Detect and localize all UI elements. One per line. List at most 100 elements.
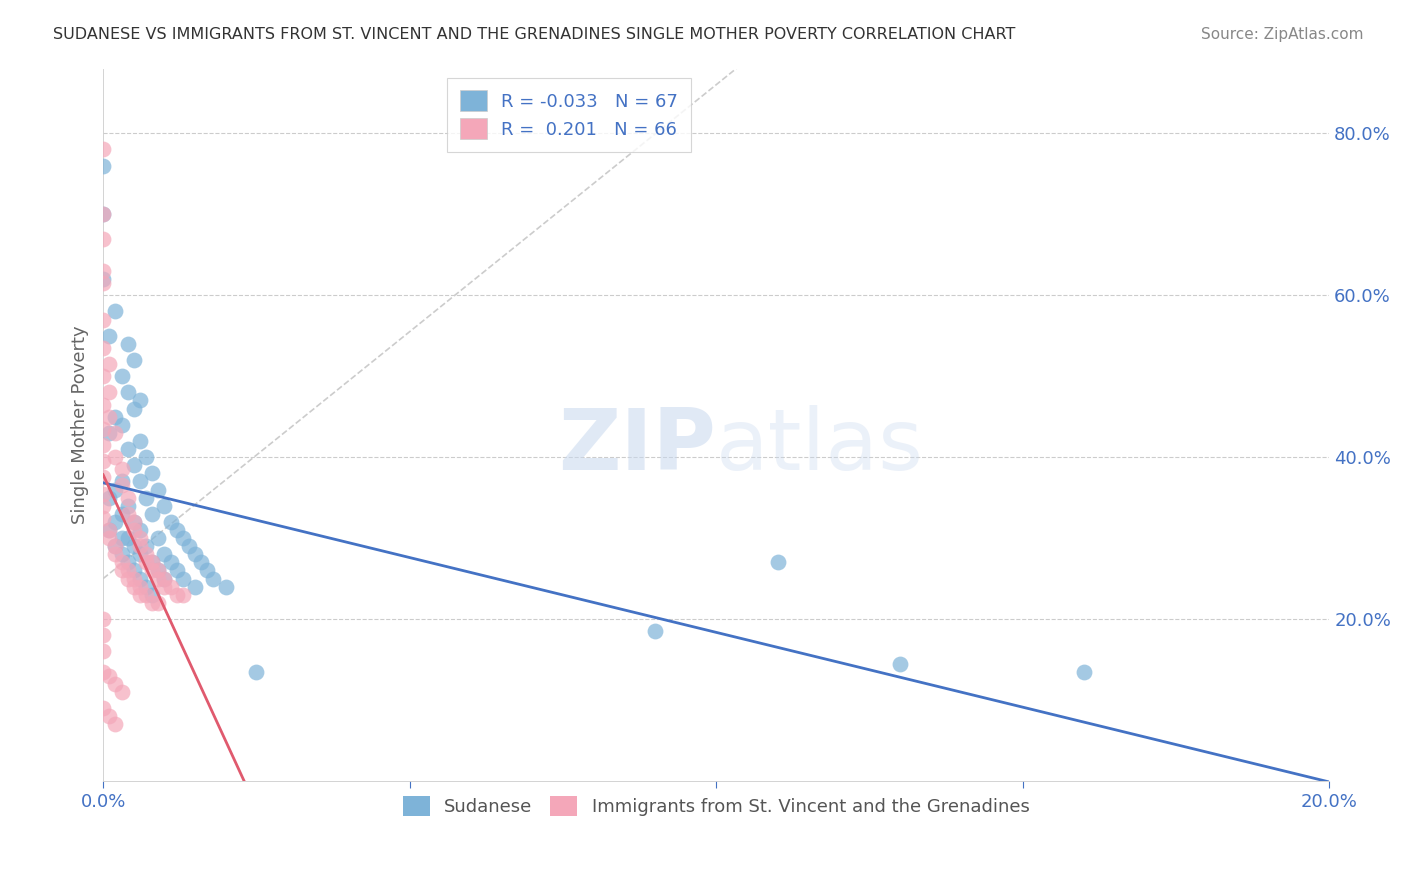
Point (122, 515, 145, 529)
Point (129, 531, 152, 545)
Point (91, 369, 114, 384)
Point (172, 588, 194, 602)
Point (135, 555, 157, 569)
Text: Source: ZipAtlas.com: Source: ZipAtlas.com (1201, 27, 1364, 42)
Point (110, 547, 132, 561)
Point (91, 231, 114, 245)
Point (104, 717, 127, 731)
Point (166, 588, 188, 602)
Point (184, 580, 207, 594)
Point (159, 580, 181, 594)
Point (104, 450, 127, 464)
Point (129, 475, 152, 489)
Point (91, 159, 114, 173)
Point (122, 515, 145, 529)
Point (110, 462, 132, 476)
Point (91, 312, 114, 326)
Point (98, 385, 121, 400)
Text: ZIP: ZIP (558, 405, 716, 488)
Point (91, 272, 114, 286)
Point (148, 572, 170, 586)
Point (153, 547, 176, 561)
Text: atlas: atlas (716, 405, 924, 488)
Point (122, 353, 145, 368)
Point (104, 547, 127, 561)
Point (98, 669, 121, 683)
Point (117, 442, 139, 456)
Point (644, 624, 666, 639)
Point (129, 393, 152, 408)
Point (195, 564, 218, 578)
Point (166, 523, 188, 537)
Point (766, 555, 789, 569)
Point (122, 539, 145, 553)
Point (117, 531, 139, 545)
Point (190, 555, 212, 569)
Point (148, 564, 170, 578)
Point (110, 369, 132, 384)
Text: SUDANESE VS IMMIGRANTS FROM ST. VINCENT AND THE GRENADINES SINGLE MOTHER POVERTY: SUDANESE VS IMMIGRANTS FROM ST. VINCENT … (53, 27, 1015, 42)
Point (104, 677, 127, 691)
Point (91, 701, 114, 715)
Point (91, 276, 114, 290)
Point (104, 425, 127, 440)
Point (135, 547, 157, 561)
Point (153, 572, 176, 586)
Point (91, 470, 114, 484)
Point (117, 336, 139, 351)
Point (91, 665, 114, 679)
Point (135, 588, 157, 602)
Point (91, 143, 114, 157)
Point (110, 507, 132, 521)
Point (122, 458, 145, 473)
Point (98, 531, 121, 545)
Point (91, 486, 114, 500)
Point (153, 572, 176, 586)
Point (135, 491, 157, 505)
Point (91, 511, 114, 525)
Point (117, 564, 139, 578)
Point (172, 572, 194, 586)
Point (141, 555, 163, 569)
Point (91, 454, 114, 468)
Point (91, 438, 114, 452)
Point (91, 264, 114, 278)
Point (91, 644, 114, 658)
Point (141, 467, 163, 481)
Point (129, 547, 152, 561)
Point (104, 539, 127, 553)
Point (98, 491, 121, 505)
Point (117, 572, 139, 586)
Point (148, 483, 170, 497)
Point (141, 596, 163, 610)
Point (91, 422, 114, 436)
Point (117, 507, 139, 521)
Point (141, 588, 163, 602)
Point (91, 207, 114, 221)
Point (1073, 665, 1095, 679)
Point (117, 385, 139, 400)
Point (122, 580, 145, 594)
Point (91, 341, 114, 355)
Point (889, 657, 911, 671)
Point (202, 572, 225, 586)
Point (129, 572, 152, 586)
Point (148, 596, 170, 610)
Point (122, 572, 145, 586)
Point (117, 499, 139, 513)
Point (110, 478, 132, 492)
Point (159, 515, 181, 529)
Point (148, 531, 170, 545)
Point (215, 580, 238, 594)
Point (122, 401, 145, 416)
Point (104, 539, 127, 553)
Point (129, 539, 152, 553)
Point (110, 475, 132, 489)
Point (135, 539, 157, 553)
Point (141, 555, 163, 569)
Point (177, 539, 200, 553)
Point (153, 580, 176, 594)
Point (98, 409, 121, 424)
Point (122, 564, 145, 578)
Point (91, 499, 114, 513)
